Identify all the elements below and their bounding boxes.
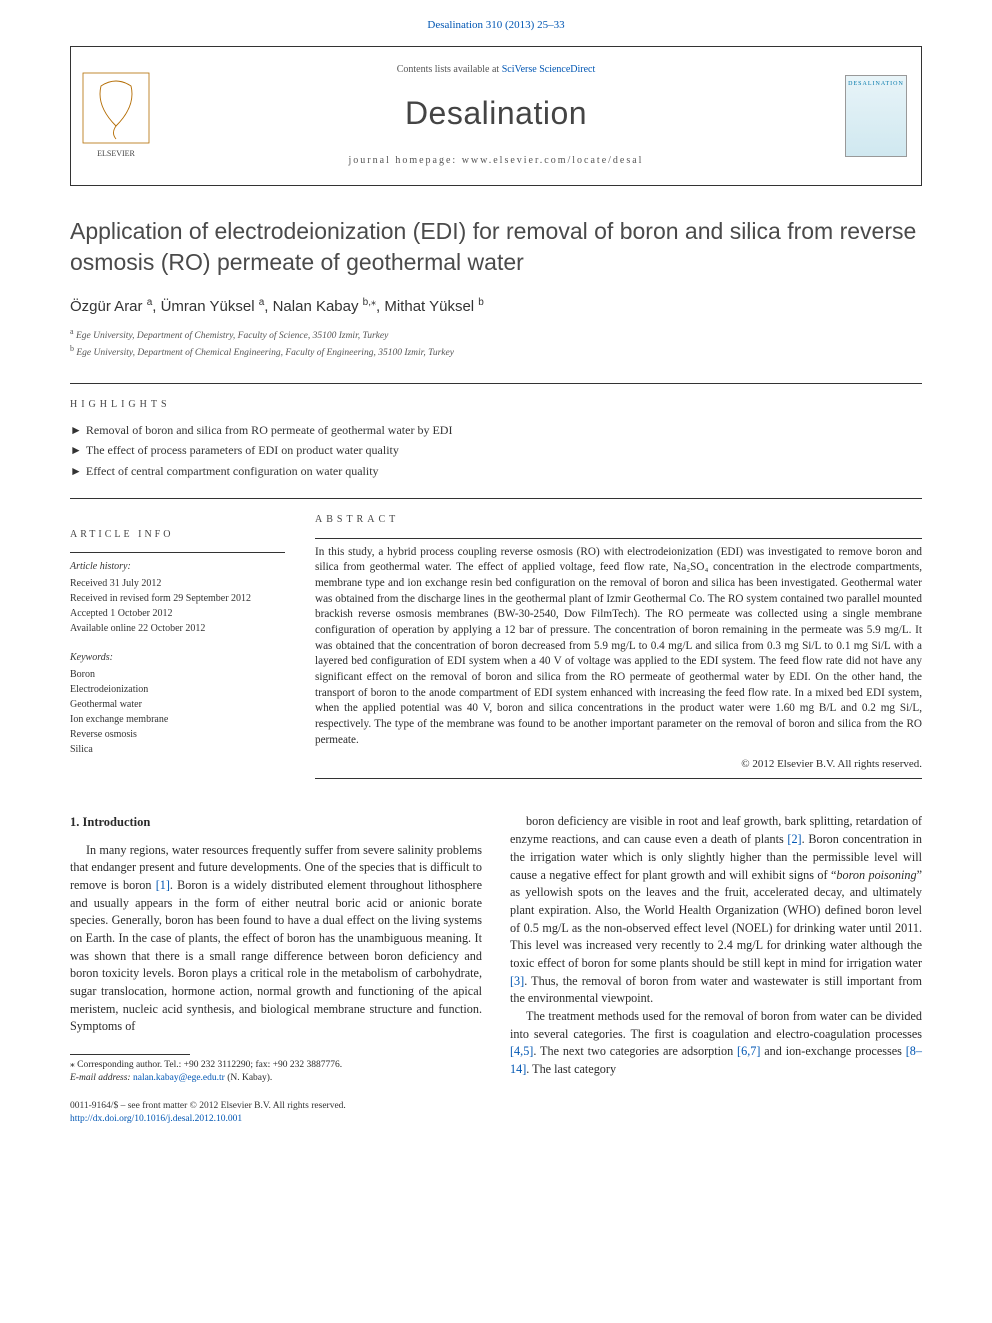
body-columns: 1. Introduction In many regions, water r… — [70, 813, 922, 1085]
highlights-heading: HIGHLIGHTS — [70, 398, 922, 413]
contents-availability: Contents lists available at SciVerse Sci… — [397, 63, 596, 78]
journal-cover: DESALINATION — [831, 47, 921, 185]
abstract-text: In this study, a hybrid process coupling… — [315, 545, 922, 749]
doi-link[interactable]: http://dx.doi.org/10.1016/j.desal.2012.1… — [70, 1113, 346, 1127]
copyright: © 2012 Elsevier B.V. All rights reserved… — [315, 757, 922, 773]
footer-bar: 0011-9164/$ – see front matter © 2012 El… — [70, 1100, 922, 1128]
rule — [70, 383, 922, 384]
intro-paragraph: The treatment methods used for the remov… — [510, 1008, 922, 1079]
keywords-list: BoronElectrodeionizationGeothermal water… — [70, 667, 285, 757]
journal-homepage: journal homepage: www.elsevier.com/locat… — [349, 154, 644, 169]
elsevier-logo: ELSEVIER — [71, 47, 161, 185]
section-heading-intro: 1. Introduction — [70, 813, 482, 831]
footnotes: ⁎ Corresponding author. Tel.: +90 232 31… — [70, 1059, 482, 1086]
intro-paragraph: boron deficiency are visible in root and… — [510, 813, 922, 1008]
article-history-heading: Article history: — [70, 559, 285, 574]
article-title: Application of electrodeionization (EDI)… — [70, 216, 922, 278]
sciencedirect-link[interactable]: SciVerse ScienceDirect — [502, 64, 596, 75]
article-info-heading: ARTICLE INFO — [70, 527, 285, 542]
email-link[interactable]: nalan.kabay@ege.edu.tr — [133, 1073, 225, 1083]
email-owner: (N. Kabay). — [227, 1073, 272, 1083]
abstract-heading: ABSTRACT — [315, 513, 922, 528]
corresponding-author: ⁎ Corresponding author. Tel.: +90 232 31… — [70, 1059, 482, 1072]
rule — [70, 552, 285, 553]
email-label: E-mail address: — [70, 1073, 131, 1083]
journal-header: ELSEVIER Contents lists available at Sci… — [70, 46, 922, 186]
keywords-heading: Keywords: — [70, 650, 285, 665]
front-matter-note: 0011-9164/$ – see front matter © 2012 El… — [70, 1100, 346, 1114]
rule — [70, 498, 922, 499]
rule — [315, 538, 922, 539]
svg-text:ELSEVIER: ELSEVIER — [97, 149, 135, 158]
article-history: Received 31 July 2012Received in revised… — [70, 576, 285, 636]
highlights-list: ►Removal of boron and silica from RO per… — [70, 422, 922, 480]
footnote-separator — [70, 1054, 190, 1055]
rule — [315, 778, 922, 779]
journal-name: Desalination — [405, 90, 587, 136]
intro-paragraph: In many regions, water resources frequen… — [70, 842, 482, 1037]
affiliations: a Ege University, Department of Chemistr… — [70, 326, 922, 361]
journal-reference: Desalination 310 (2013) 25–33 — [0, 0, 992, 46]
author-list: Özgür Arar a, Ümran Yüksel a, Nalan Kaba… — [70, 296, 922, 318]
